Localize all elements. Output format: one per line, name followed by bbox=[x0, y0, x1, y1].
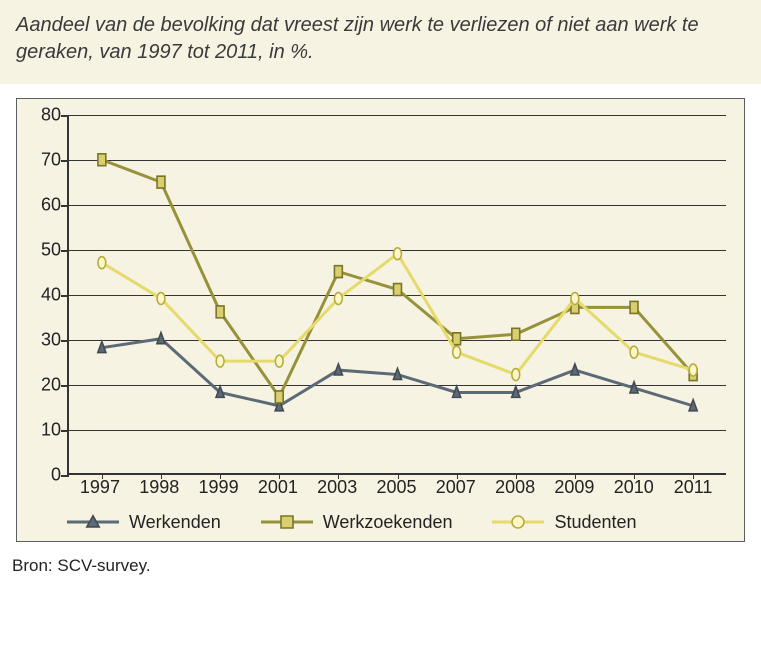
marker-studenten bbox=[157, 293, 165, 305]
y-tick bbox=[61, 250, 69, 252]
x-axis-label: 2009 bbox=[554, 477, 594, 498]
legend-swatch-werkzoekenden bbox=[261, 511, 313, 533]
y-axis-label: 60 bbox=[31, 195, 61, 216]
y-axis-label: 20 bbox=[31, 375, 61, 396]
marker-studenten bbox=[275, 355, 283, 367]
marker-studenten bbox=[334, 293, 342, 305]
legend-item-werkzoekenden: Werkzoekenden bbox=[261, 511, 453, 533]
y-axis-label: 10 bbox=[31, 420, 61, 441]
marker-werkenden bbox=[571, 364, 579, 375]
source-note: Bron: SCV-survey. bbox=[12, 556, 749, 576]
legend-label: Studenten bbox=[554, 512, 636, 533]
x-axis-label: 2011 bbox=[674, 477, 713, 498]
marker-werkenden bbox=[393, 368, 401, 379]
marker-werkzoekenden bbox=[394, 284, 402, 296]
y-tick bbox=[61, 340, 69, 342]
marker-studenten bbox=[571, 293, 579, 305]
marker-studenten bbox=[630, 346, 638, 358]
series-line-studenten bbox=[102, 254, 693, 375]
marker-werkenden bbox=[689, 400, 697, 411]
x-axis-label: 2003 bbox=[317, 477, 357, 498]
marker-studenten bbox=[98, 257, 106, 269]
marker-werkenden bbox=[98, 342, 106, 353]
marker-werkzoekenden bbox=[453, 333, 461, 345]
marker-werkenden bbox=[157, 333, 165, 344]
marker-studenten bbox=[394, 248, 402, 260]
y-tick bbox=[61, 115, 69, 117]
marker-studenten bbox=[689, 364, 697, 376]
chart-panel: 01020304050607080 1997199819992001200320… bbox=[16, 98, 745, 542]
y-axis-label: 0 bbox=[31, 465, 61, 486]
x-axis-label: 2001 bbox=[258, 477, 298, 498]
marker-werkzoekenden bbox=[98, 154, 106, 166]
x-axis-label: 2005 bbox=[376, 477, 416, 498]
legend-swatch-werkenden bbox=[67, 511, 119, 533]
legend-swatch-studenten bbox=[492, 511, 544, 533]
y-axis-label: 30 bbox=[31, 330, 61, 351]
marker-werkzoekenden bbox=[334, 266, 342, 278]
x-axis-label: 1997 bbox=[80, 477, 120, 498]
y-axis-label: 40 bbox=[31, 285, 61, 306]
y-tick bbox=[61, 295, 69, 297]
marker-werkenden bbox=[453, 386, 461, 397]
marker-werkenden bbox=[512, 386, 520, 397]
x-axis-labels: 1997 1998 1999 2001 2003 2005 2007 2008 2009 2010… bbox=[67, 475, 726, 503]
legend-label: Werkzoekenden bbox=[323, 512, 453, 533]
marker-werkenden bbox=[334, 364, 342, 375]
x-axis-label: 2007 bbox=[436, 477, 476, 498]
marker-werkzoekenden bbox=[275, 391, 283, 403]
x-axis-label: 1998 bbox=[139, 477, 179, 498]
x-axis-label: 1999 bbox=[199, 477, 239, 498]
marker-werkzoekenden bbox=[157, 176, 165, 188]
marker-werkzoekenden bbox=[630, 301, 638, 313]
series-line-werkzoekenden bbox=[102, 160, 693, 397]
marker-studenten bbox=[216, 355, 224, 367]
y-axis-label: 80 bbox=[31, 105, 61, 126]
plot-wrap: 01020304050607080 1997 1998 1999 2001 2003 20… bbox=[29, 115, 726, 503]
legend-item-werkenden: Werkenden bbox=[67, 511, 221, 533]
page-root: Aandeel van de bevolking dat vreest zijn… bbox=[0, 0, 761, 649]
y-axis-label: 50 bbox=[31, 240, 61, 261]
chart-title: Aandeel van de bevolking dat vreest zijn… bbox=[0, 0, 761, 84]
marker-werkzoekenden bbox=[512, 328, 520, 340]
y-tick bbox=[61, 160, 69, 162]
marker-studenten bbox=[453, 346, 461, 358]
marker-studenten bbox=[512, 369, 520, 381]
legend-label: Werkenden bbox=[129, 512, 221, 533]
y-tick bbox=[61, 385, 69, 387]
plot-area: 01020304050607080 bbox=[67, 115, 726, 475]
y-axis-label: 70 bbox=[31, 150, 61, 171]
x-axis-label: 2008 bbox=[495, 477, 535, 498]
legend: Werkenden Werkzoekenden Studenten bbox=[67, 511, 726, 533]
marker-werkenden bbox=[630, 382, 638, 393]
lines-svg bbox=[69, 115, 726, 473]
x-axis-label: 2010 bbox=[614, 477, 654, 498]
legend-item-studenten: Studenten bbox=[492, 511, 636, 533]
y-tick bbox=[61, 430, 69, 432]
marker-werkzoekenden bbox=[216, 306, 224, 318]
y-tick bbox=[61, 205, 69, 207]
